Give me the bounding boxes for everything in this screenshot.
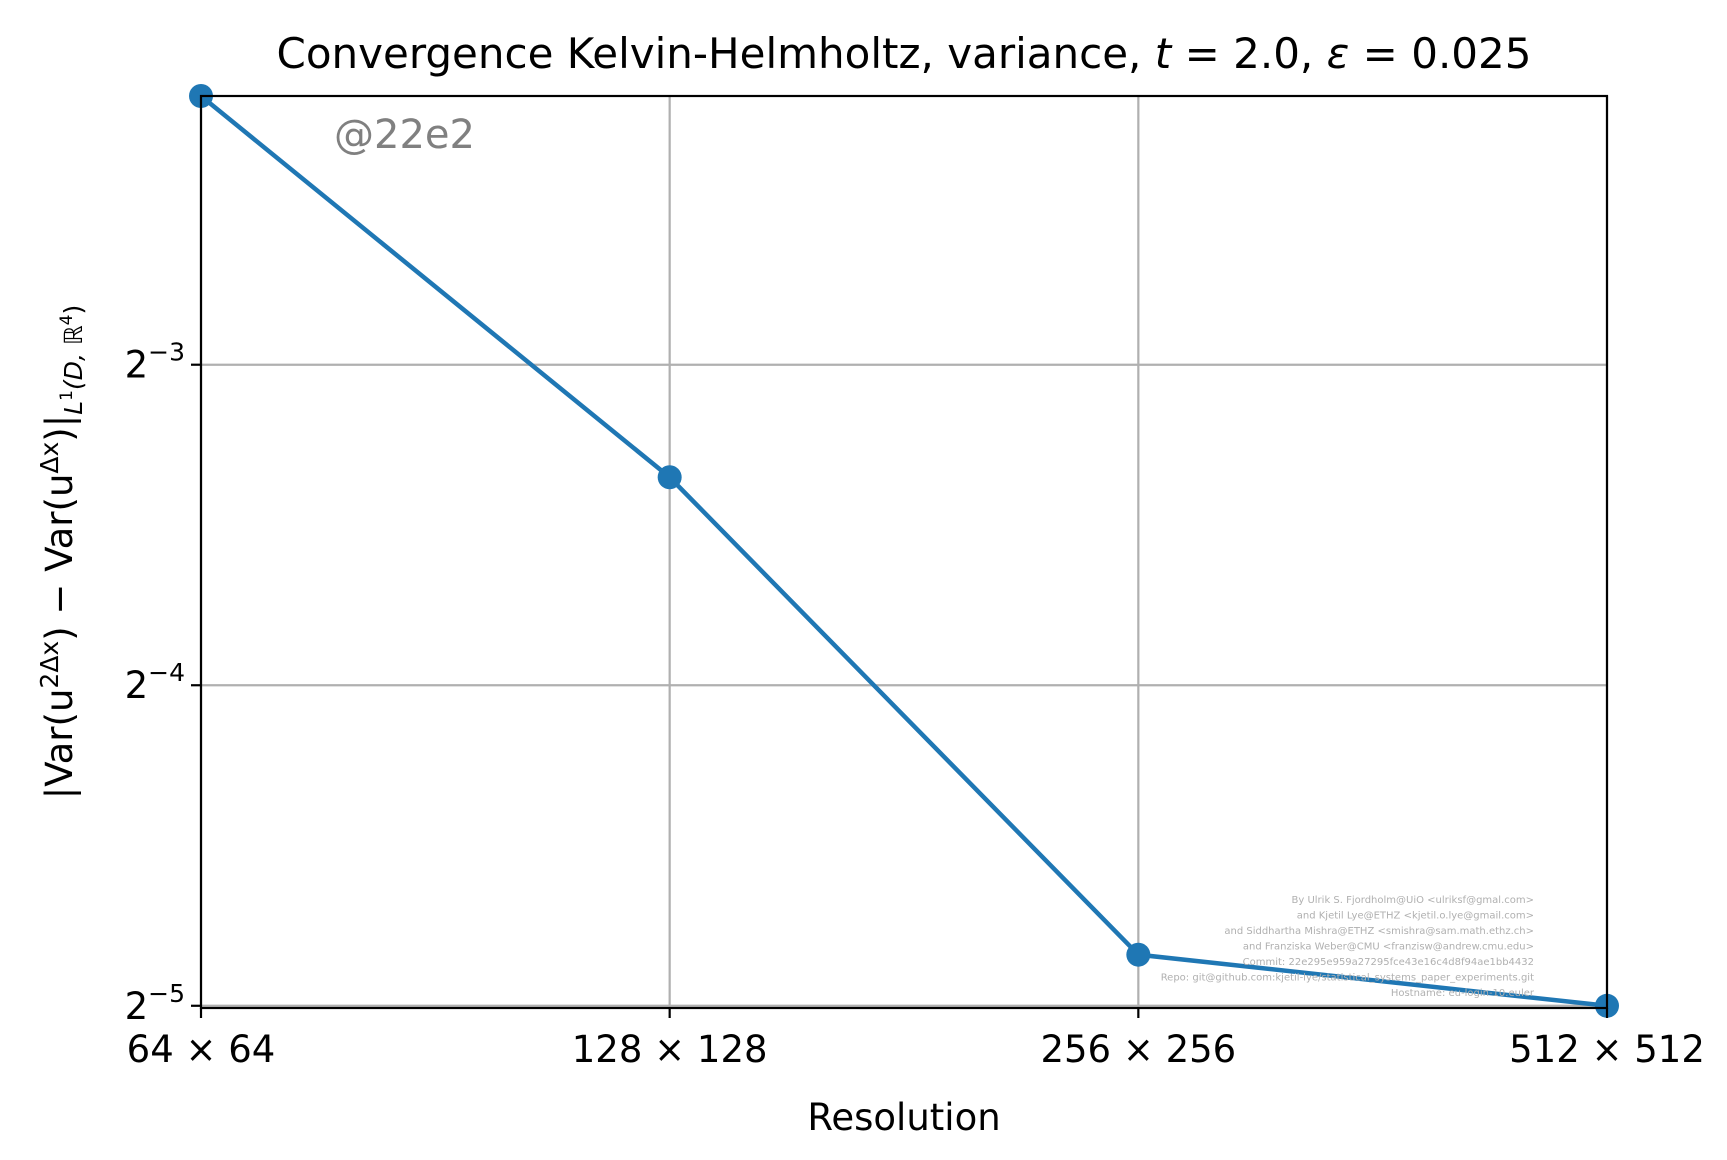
credit-line: and Kjetil Lye@ETHZ <kjetil.o.lye@gmail.… — [1297, 911, 1534, 922]
x-axis-label: Resolution — [807, 1096, 1000, 1139]
y-tick-label: 2−3 — [125, 338, 185, 387]
credit-line: Hostname: eu-login-10.euler — [1391, 988, 1535, 999]
data-point — [1126, 942, 1151, 967]
plot-frame — [199, 94, 1609, 1010]
grid-layer — [199, 96, 1609, 1008]
credit-line: Commit: 22e295e959a27295fce43e16c4d8f94a… — [1243, 957, 1534, 968]
credit-line: and Siddhartha Mishra@ETHZ <smishra@sam.… — [1224, 926, 1534, 937]
x-tick-label: 128 × 128 — [572, 1028, 768, 1071]
credit-line: By Ulrik S. Fjordholm@UiO <ulriksf@gmal.… — [1292, 895, 1535, 906]
watermark-label: @22e2 — [334, 112, 475, 158]
y-tick-label: 2−4 — [125, 658, 185, 707]
credit-line: Repo: git@github.com:kjetil-lye/statisti… — [1161, 973, 1534, 984]
y-axis-label: |Var(u2Δx) − Var(uΔx)|L1(D, ℝ4) — [35, 305, 88, 800]
x-tick-label: 256 × 256 — [1040, 1028, 1236, 1071]
x-tick-label: 64 × 64 — [127, 1028, 276, 1071]
credit-line: and Franziska Weber@CMU <franzisw@andrew… — [1243, 942, 1534, 953]
y-tick-label: 2−5 — [125, 979, 185, 1028]
credits-block: By Ulrik S. Fjordholm@UiO <ulriksf@gmal.… — [1161, 895, 1535, 999]
data-layer — [189, 84, 1619, 1018]
x-tick-label: 512 × 512 — [1509, 1028, 1705, 1071]
chart-title: Convergence Kelvin-Helmholtz, variance, … — [277, 29, 1532, 78]
series-line — [199, 94, 1608, 1009]
tick-layer: 64 × 64 128 × 128 256 × 256 512 × 512 2−3 2−4… — [125, 338, 1705, 1071]
data-point — [657, 465, 682, 490]
